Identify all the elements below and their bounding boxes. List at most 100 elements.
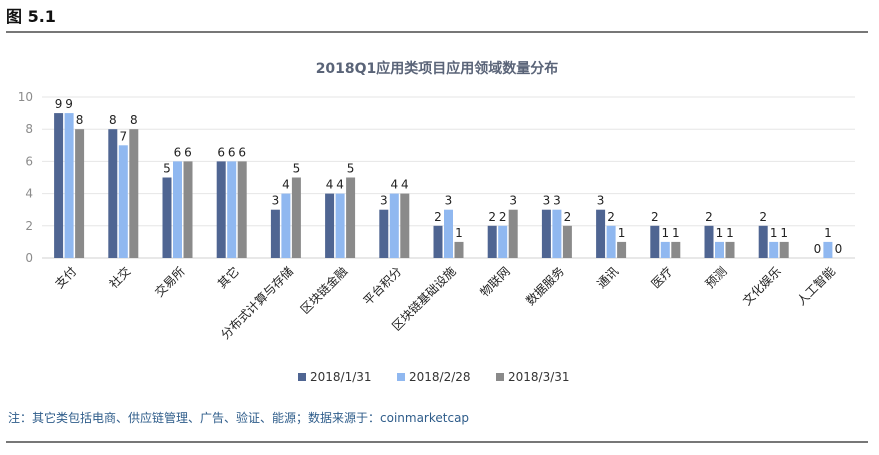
bar-2018/3/31-平台积分 xyxy=(400,193,410,258)
category-label: 数据服务 xyxy=(522,264,567,309)
data-label: 0 xyxy=(814,242,822,256)
data-label: 2 xyxy=(607,210,615,224)
data-label: 4 xyxy=(326,178,334,192)
legend-label: 2018/1/31 xyxy=(310,370,372,384)
bar-2018/3/31-其它 xyxy=(237,161,247,258)
bar-2018/1/31-预测 xyxy=(704,225,714,258)
data-label: 3 xyxy=(543,194,551,208)
bar-2018/1/31-通讯 xyxy=(596,209,606,258)
bar-2018/3/31-分布式计算与存储 xyxy=(291,177,301,258)
bar-2018/2/28-支付 xyxy=(64,113,74,258)
y-tick-label: 2 xyxy=(25,219,33,233)
category-label: 平台积分 xyxy=(360,264,405,309)
y-tick-label: 10 xyxy=(18,90,33,104)
data-label: 6 xyxy=(228,145,236,159)
bar-2018/1/31-医疗 xyxy=(650,225,660,258)
category-label: 预测 xyxy=(703,264,730,291)
data-label: 9 xyxy=(55,97,63,111)
bar-2018/3/31-文化娱乐 xyxy=(779,241,789,258)
bar-2018/2/28-社交 xyxy=(118,145,128,258)
bar-2018/3/31-数据服务 xyxy=(562,225,572,258)
data-label: 2 xyxy=(651,210,659,224)
bar-2018/2/28-物联网 xyxy=(498,225,508,258)
bar-2018/3/31-物联网 xyxy=(508,209,518,258)
legend-label: 2018/2/28 xyxy=(409,370,471,384)
bar-2018/1/31-区块链基础设施 xyxy=(433,225,443,258)
data-label: 5 xyxy=(293,162,301,176)
chart-title: 2018Q1应用类项目应用领域数量分布 xyxy=(316,60,559,77)
bottom-rule xyxy=(6,441,868,443)
data-label: 8 xyxy=(130,113,138,127)
data-label: 2 xyxy=(488,210,496,224)
bar-2018/2/28-分布式计算与存储 xyxy=(281,193,291,258)
data-label: 7 xyxy=(119,129,127,143)
bar-2018/2/28-区块链金融 xyxy=(335,193,345,258)
data-label: 9 xyxy=(65,97,73,111)
bar-2018/2/28-其它 xyxy=(227,161,237,258)
bar-2018/1/31-社交 xyxy=(108,129,118,258)
legend-swatch-2018/2/28 xyxy=(397,373,405,381)
data-label: 4 xyxy=(401,178,409,192)
bar-2018/1/31-数据服务 xyxy=(541,209,551,258)
data-label: 3 xyxy=(272,194,280,208)
data-label: 3 xyxy=(445,194,453,208)
data-label: 1 xyxy=(661,226,669,240)
data-label: 3 xyxy=(509,194,517,208)
y-tick-label: 8 xyxy=(25,122,33,136)
legend-swatch-2018/1/31 xyxy=(298,373,306,381)
data-label: 1 xyxy=(824,226,832,240)
data-label: 6 xyxy=(184,145,192,159)
bar-2018/1/31-分布式计算与存储 xyxy=(270,209,280,258)
legend-label: 2018/3/31 xyxy=(508,370,570,384)
data-label: 8 xyxy=(109,113,117,127)
bar-2018/2/28-预测 xyxy=(715,241,724,258)
category-label: 区块链金融 xyxy=(297,264,350,317)
bar-2018/1/31-物联网 xyxy=(487,225,497,258)
bar-2018/1/31-平台积分 xyxy=(379,209,389,258)
figure-label: 图 5.1 xyxy=(6,7,56,26)
data-label: 6 xyxy=(238,145,246,159)
data-label: 3 xyxy=(380,194,388,208)
bar-2018/2/28-通讯 xyxy=(606,225,616,258)
category-label: 其它 xyxy=(214,264,242,292)
data-label: 1 xyxy=(672,226,680,240)
y-tick-label: 6 xyxy=(25,154,33,168)
data-label: 1 xyxy=(618,226,626,240)
data-label: 4 xyxy=(336,178,344,192)
category-label: 交易所 xyxy=(152,264,188,300)
data-label: 1 xyxy=(455,226,463,240)
bar-2018/3/31-通讯 xyxy=(617,241,627,258)
data-label: 6 xyxy=(217,145,225,159)
bar-2018/2/28-医疗 xyxy=(660,241,670,258)
y-axis-ticks: 0 2 4 6 8 10 xyxy=(18,90,33,265)
y-tick-label: 4 xyxy=(25,187,33,201)
bar-2018/2/28-平台积分 xyxy=(389,193,399,258)
bars xyxy=(54,113,833,258)
data-label: 5 xyxy=(347,162,355,176)
category-label: 支付 xyxy=(52,264,79,291)
bar-2018/2/28-区块链基础设施 xyxy=(444,209,453,258)
bar-2018/3/31-支付 xyxy=(75,129,85,258)
bar-2018/2/28-数据服务 xyxy=(552,209,562,258)
category-label: 物联网 xyxy=(477,264,512,299)
legend: 2018/1/31 2018/2/28 2018/3/31 xyxy=(298,370,570,384)
category-label: 医疗 xyxy=(649,264,676,291)
data-label: 2 xyxy=(705,210,713,224)
bar-2018/2/28-文化娱乐 xyxy=(769,241,779,258)
data-label: 8 xyxy=(76,113,84,127)
source-note: 注：其它类包括电商、供应链管理、广告、验证、能源；数据来源于：coinmarke… xyxy=(8,411,470,425)
bar-2018/2/28-交易所 xyxy=(173,161,182,258)
bar-2018/3/31-医疗 xyxy=(671,241,681,258)
bar-2018/1/31-其它 xyxy=(216,161,226,258)
bar-2018/3/31-区块链基础设施 xyxy=(454,241,464,258)
bar-2018/3/31-预测 xyxy=(725,241,735,258)
data-label: 5 xyxy=(163,162,171,176)
category-label: 社交 xyxy=(106,264,134,292)
data-label: 2 xyxy=(434,210,442,224)
data-label: 1 xyxy=(716,226,724,240)
data-label: 3 xyxy=(597,194,605,208)
bar-2018/3/31-交易所 xyxy=(183,161,193,258)
bar-2018/3/31-区块链金融 xyxy=(346,177,356,258)
